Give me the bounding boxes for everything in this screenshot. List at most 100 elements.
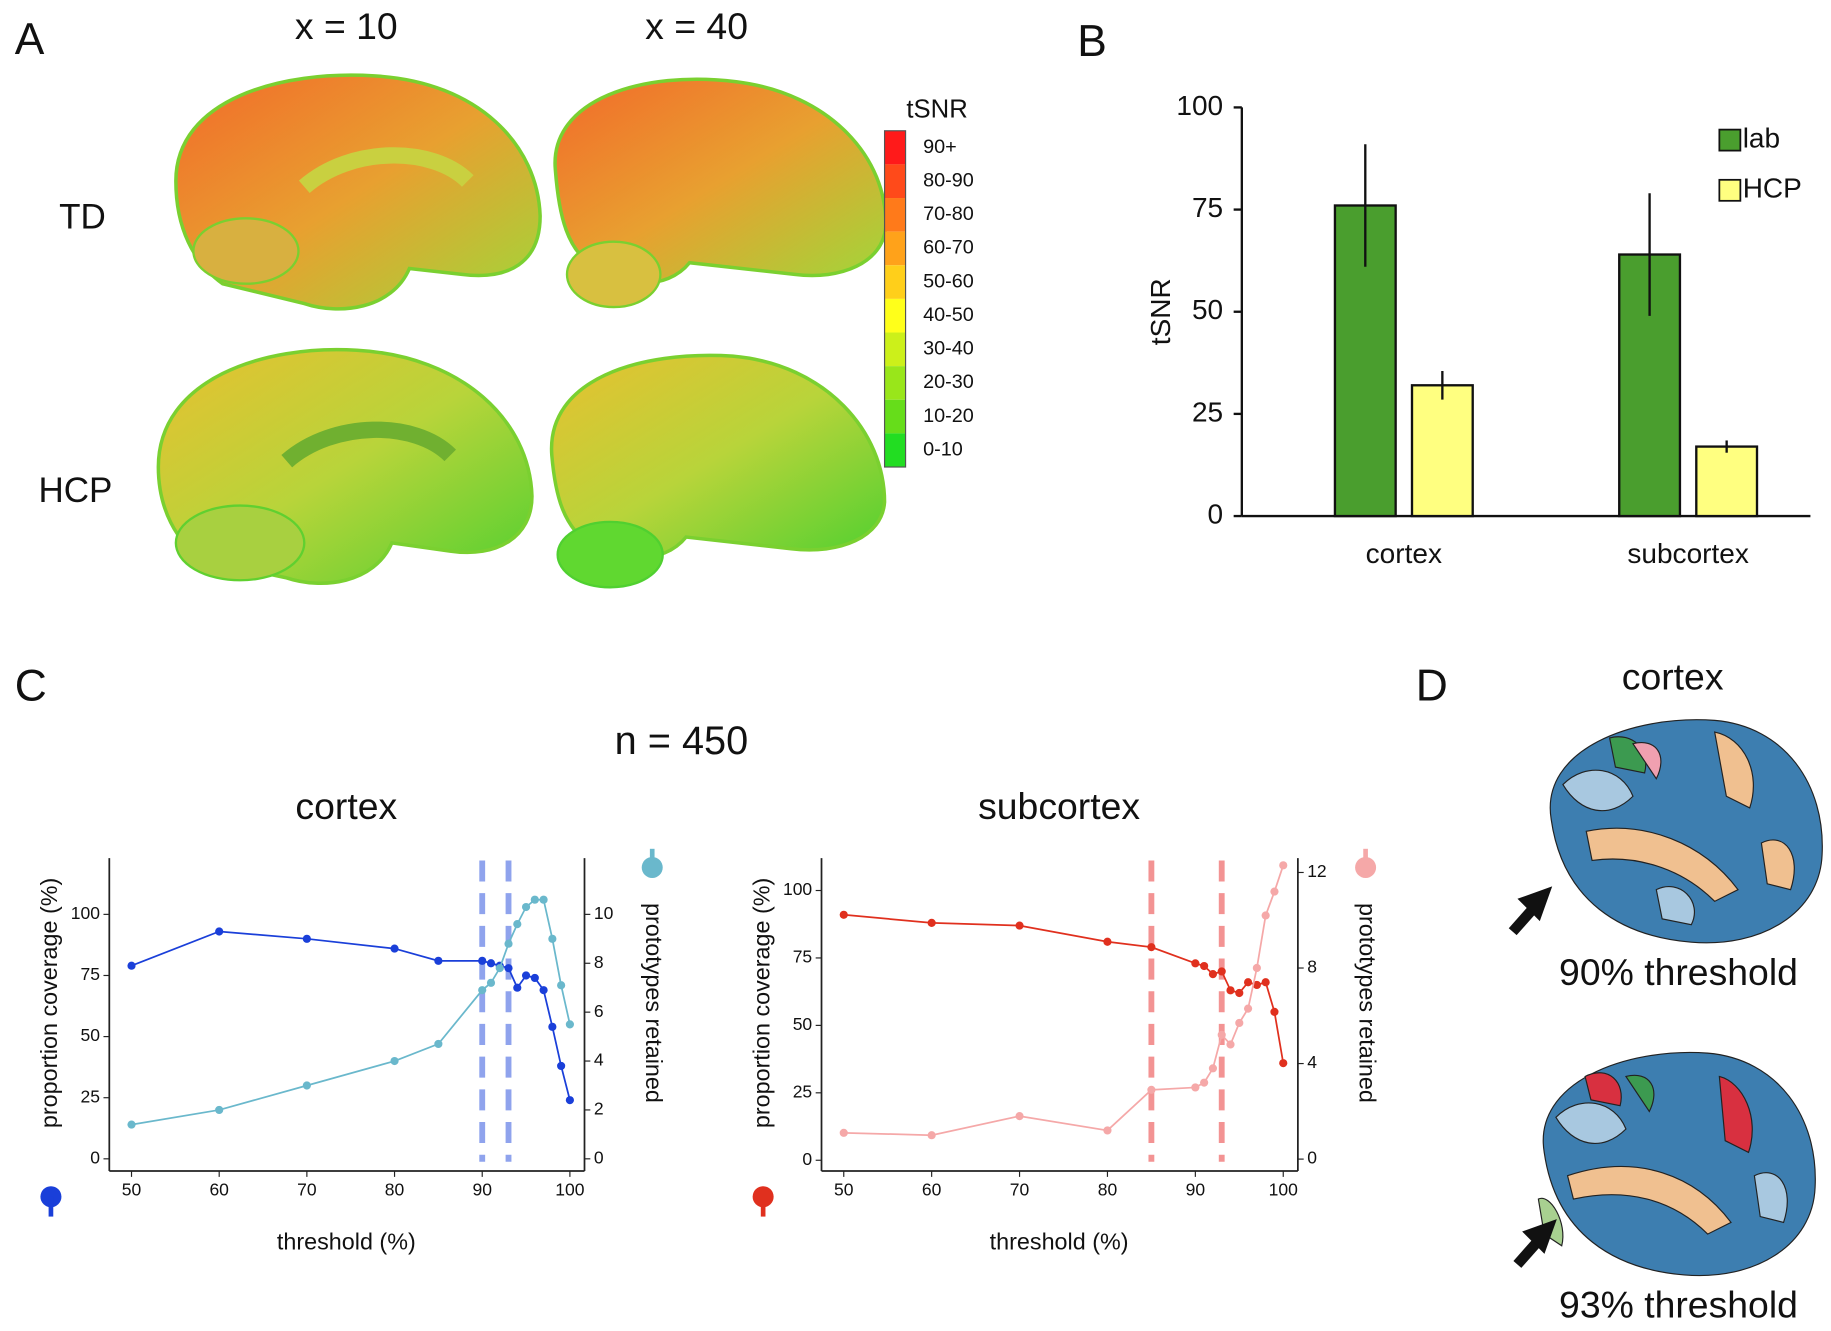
data-point [530,973,539,983]
x-tick-label: 50 [834,1180,854,1200]
colorbar: 90+ 80-90 70-80 60-70 50-60 40-50 30-40 20-30 10… [883,130,974,468]
x-tick-label: 100 [1269,1180,1298,1200]
brain-image [174,73,542,311]
y-axis-label: proportion coverage (%) [36,878,62,1128]
data-point [1147,943,1156,952]
data-point [548,1022,557,1031]
y-tick-label: 0 [802,1149,812,1169]
y-tick-label: 50 [81,1025,101,1045]
colorbar-frame [883,130,907,468]
data-point [504,939,513,948]
data-point [521,971,531,980]
data-point [1217,1030,1226,1039]
panel-label: D [1416,662,1448,711]
data-point [1191,959,1200,968]
data-point [1261,911,1270,920]
colorbar-label: 90+ [923,136,957,158]
panel-label: C [15,662,47,711]
x-tick-label: subcortex [1627,538,1748,569]
colorbar-label: 30-40 [923,338,974,360]
data-point [1226,1040,1235,1049]
y2-tick-label: 8 [594,952,604,972]
colorbar-cell [884,231,906,266]
brain-image [156,347,534,585]
x-tick-label: 90 [472,1180,492,1200]
colorbar-title: tSNR [906,96,967,124]
figure-note: n = 450 [615,719,749,763]
chart-title: subcortex [978,785,1140,827]
data-point [1208,970,1218,979]
x-tick-label: cortex [1366,538,1442,569]
colorbar-cell [884,433,906,468]
data-point [927,1131,936,1140]
x-tick-label: 70 [1010,1180,1030,1200]
legend-swatch [1718,128,1742,152]
y-tick-label: 0 [90,1147,100,1167]
legend-swatch [1718,178,1742,202]
y-tick-label: 25 [1192,396,1223,427]
data-point [1270,1007,1279,1016]
data-point [434,956,443,965]
x-axis-label: threshold (%) [990,1229,1129,1255]
data-point [127,961,136,970]
x-axis-label: threshold (%) [277,1229,416,1255]
data-point [1200,961,1209,971]
column-label: x = 10 [295,5,398,47]
data-point [927,918,936,927]
colorbar-label: 70-80 [923,203,974,225]
chart-title: cortex [295,785,397,827]
data-point [1147,1085,1156,1094]
colorbar-label: 10-20 [923,405,974,427]
brain-surface [1549,719,1823,944]
data-point [478,956,487,965]
data-point [1217,967,1226,976]
colorbar-label: 80-90 [923,169,974,191]
data-point [548,934,557,943]
data-point [434,1039,443,1049]
colorbar-label: 20-30 [923,371,974,393]
data-point [495,964,504,973]
data-point [1226,986,1235,995]
row-label: TD [59,198,106,237]
series-line [843,865,1285,1137]
row-label: HCP [38,471,112,510]
y-tick-label: 50 [1192,294,1223,325]
x-tick-label: 70 [297,1180,317,1200]
brain-image [553,77,888,309]
y-axis-label: tSNR [1145,278,1176,345]
data-point [1261,978,1270,987]
data-point [565,1020,574,1029]
panel-title: cortex [1622,655,1724,697]
colorbar-cell [884,198,906,232]
brain-surface [1537,1051,1816,1277]
y2-tick-label: 10 [594,903,614,923]
y2-tick-label: 0 [594,1147,604,1167]
data-point [1252,963,1261,973]
colorbar-cell [884,399,906,434]
y-tick-label: 100 [783,879,812,899]
x-tick-label: 80 [385,1180,405,1200]
colorbar-label: 60-70 [923,237,974,259]
data-point [1243,1004,1253,1013]
data-point [530,895,539,904]
y-tick-label: 75 [1192,192,1223,223]
colorbar-cell [884,366,906,400]
column-label: x = 40 [645,5,748,47]
data-point [565,1096,574,1105]
data-point [215,1105,224,1115]
y2-tick-label: 8 [1307,957,1317,977]
data-point [486,959,496,968]
data-point [1279,1059,1288,1068]
data-point [1235,988,1244,998]
data-point [478,986,487,995]
x-tick-label: 60 [922,1180,942,1200]
caption: 93% threshold [1559,1284,1798,1326]
bar [1410,384,1474,518]
legend-label: HCP [1743,173,1802,204]
y-tick-label: 75 [81,964,100,984]
y-axis-label: proportion coverage (%) [748,878,774,1128]
data-point [1252,980,1261,990]
colorbar-cell [884,298,906,333]
